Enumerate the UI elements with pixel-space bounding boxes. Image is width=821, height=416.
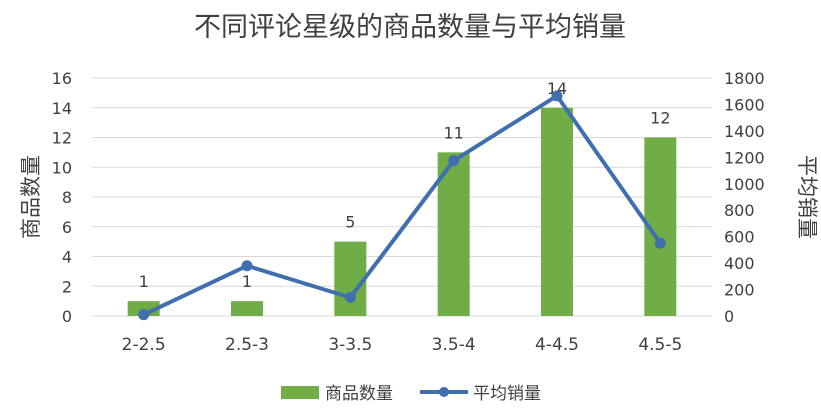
right-tick-label: 200 — [724, 281, 755, 300]
bar-data-label: 1 — [139, 272, 149, 291]
bar — [437, 152, 470, 316]
left-tick-label: 16 — [52, 69, 72, 88]
left-tick-label: 6 — [62, 218, 72, 237]
left-axis-ticks: 0 2 4 6 8 10 12 14 16 — [52, 69, 72, 326]
bar-data-label: 5 — [345, 213, 355, 232]
right-tick-label: 0 — [724, 307, 734, 326]
bar-data-label: 11 — [443, 123, 463, 142]
right-tick-label: 1400 — [724, 122, 765, 141]
legend-bar-swatch — [281, 386, 319, 399]
right-axis-ticks: 0 200 400 600 800 1000 1200 1400 1600 1800 — [724, 69, 765, 326]
right-tick-label: 1000 — [724, 175, 765, 194]
left-tick-label: 2 — [62, 277, 72, 296]
right-tick-label: 1600 — [724, 95, 765, 114]
line-point — [344, 291, 356, 303]
legend-line-label: 平均销量 — [473, 384, 541, 404]
line-series-path — [141, 93, 663, 317]
left-axis-label: 商品数量 — [19, 155, 43, 239]
x-tick-label: 3-3.5 — [328, 335, 372, 355]
x-tick-label: 4.5-5 — [638, 335, 682, 355]
left-tick-label: 14 — [52, 99, 72, 118]
bar-data-label: 14 — [547, 79, 567, 98]
line-point — [241, 260, 253, 272]
line-point — [654, 237, 666, 249]
x-tick-label: 3.5-4 — [432, 335, 476, 355]
line-series — [138, 90, 666, 321]
left-tick-label: 10 — [52, 158, 72, 177]
right-tick-label: 800 — [724, 201, 755, 220]
left-tick-label: 4 — [62, 248, 72, 267]
bar-data-label: 12 — [650, 109, 670, 128]
bar — [334, 241, 367, 316]
legend: 商品数量 平均销量 — [281, 384, 541, 404]
right-tick-label: 400 — [724, 254, 755, 273]
left-tick-label: 0 — [62, 307, 72, 326]
x-axis-ticks: 2-2.5 2.5-3 3-3.5 3.5-4 4-4.5 4.5-5 — [122, 335, 683, 355]
legend-bar-label: 商品数量 — [325, 384, 393, 404]
left-tick-label: 12 — [52, 129, 72, 148]
bar — [541, 107, 573, 316]
right-tick-label: 1200 — [724, 148, 765, 167]
left-tick-label: 8 — [62, 188, 72, 207]
legend-line-marker — [439, 387, 449, 397]
gridlines — [92, 77, 712, 317]
line-point — [138, 309, 150, 321]
right-tick-label: 1800 — [724, 69, 765, 88]
line-point — [448, 155, 460, 167]
x-tick-label: 2.5-3 — [225, 335, 269, 355]
x-tick-label: 2-2.5 — [122, 335, 166, 355]
bar — [231, 301, 263, 316]
right-tick-label: 600 — [724, 228, 755, 247]
x-tick-label: 4-4.5 — [535, 335, 579, 355]
line-point — [551, 90, 563, 102]
chart-title: 不同评论星级的商品数量与平均销量 — [194, 12, 626, 43]
right-axis-label: 平均销量 — [795, 155, 819, 239]
bar-data-label: 1 — [242, 272, 252, 291]
